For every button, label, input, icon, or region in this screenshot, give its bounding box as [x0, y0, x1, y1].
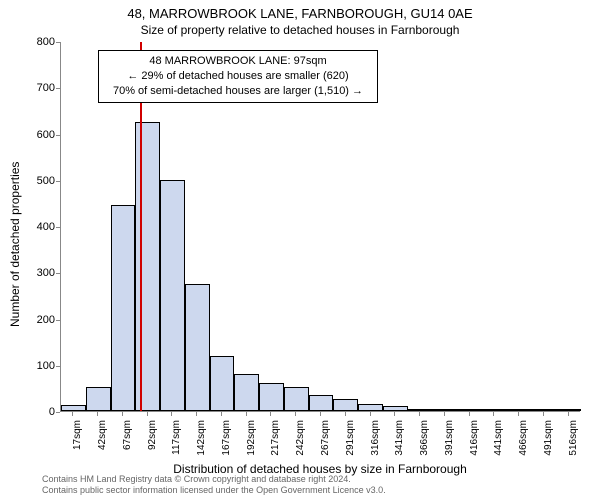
y-tick-mark [56, 135, 60, 136]
info-line-1: 48 MARROWBROOK LANE: 97sqm [105, 54, 371, 69]
histogram-bar [408, 409, 433, 411]
histogram-bar [160, 180, 185, 411]
x-tick-mark [246, 412, 247, 416]
y-tick-mark [56, 412, 60, 413]
histogram-bar [309, 395, 334, 411]
x-tick-mark [295, 412, 296, 416]
x-tick-mark [543, 412, 544, 416]
y-tick-label: 100 [0, 361, 55, 372]
histogram-bar [111, 205, 136, 411]
x-tick-mark [97, 412, 98, 416]
histogram-bar [556, 409, 581, 411]
x-tick-mark [518, 412, 519, 416]
y-tick-label: 700 [0, 83, 55, 94]
x-tick-mark [221, 412, 222, 416]
histogram-bar [507, 409, 532, 411]
x-tick-mark [122, 412, 123, 416]
y-tick-mark [56, 181, 60, 182]
x-tick-mark [196, 412, 197, 416]
histogram-bar [284, 387, 309, 411]
histogram-bar [234, 374, 259, 411]
x-tick-mark [270, 412, 271, 416]
x-tick-mark [493, 412, 494, 416]
y-tick-label: 400 [0, 222, 55, 233]
histogram-bar [259, 383, 284, 411]
info-line-3: 70% of semi-detached houses are larger (… [105, 84, 371, 99]
histogram-bar [432, 409, 457, 411]
histogram-bar [457, 409, 482, 411]
y-tick-label: 500 [0, 176, 55, 187]
x-tick-mark [345, 412, 346, 416]
histogram-bar [531, 409, 556, 411]
y-tick-label: 0 [0, 407, 55, 418]
x-tick-mark [419, 412, 420, 416]
histogram-bar [61, 405, 86, 411]
chart-container: { "titles": { "line1": "48, MARROWBROOK … [0, 0, 600, 500]
attribution-text: Contains HM Land Registry data © Crown c… [42, 474, 386, 497]
y-tick-mark [56, 320, 60, 321]
x-tick-mark [72, 412, 73, 416]
y-tick-mark [56, 227, 60, 228]
info-box: 48 MARROWBROOK LANE: 97sqm ← 29% of deta… [98, 50, 378, 103]
y-tick-mark [56, 273, 60, 274]
x-tick-mark [147, 412, 148, 416]
x-tick-mark [320, 412, 321, 416]
y-tick-mark [56, 42, 60, 43]
histogram-bar [210, 356, 235, 412]
histogram-bar [383, 406, 408, 411]
histogram-bar [482, 409, 507, 411]
histogram-bar [86, 387, 111, 411]
attribution-line-1: Contains HM Land Registry data © Crown c… [42, 474, 386, 485]
histogram-bar [185, 284, 210, 411]
x-tick-mark [394, 412, 395, 416]
info-line-2: ← 29% of detached houses are smaller (62… [105, 69, 371, 84]
y-tick-mark [56, 88, 60, 89]
attribution-line-2: Contains public sector information licen… [42, 485, 386, 496]
histogram-bar [333, 399, 358, 411]
chart-title-line-1: 48, MARROWBROOK LANE, FARNBOROUGH, GU14 … [0, 6, 600, 21]
x-tick-mark [171, 412, 172, 416]
y-tick-label: 200 [0, 315, 55, 326]
histogram-bar [135, 122, 160, 411]
x-tick-mark [370, 412, 371, 416]
x-tick-mark [568, 412, 569, 416]
y-tick-mark [56, 366, 60, 367]
y-tick-label: 300 [0, 268, 55, 279]
y-tick-label: 600 [0, 130, 55, 141]
chart-title-line-2: Size of property relative to detached ho… [0, 23, 600, 37]
y-tick-label: 800 [0, 37, 55, 48]
x-tick-mark [444, 412, 445, 416]
x-tick-mark [469, 412, 470, 416]
histogram-bar [358, 404, 383, 411]
